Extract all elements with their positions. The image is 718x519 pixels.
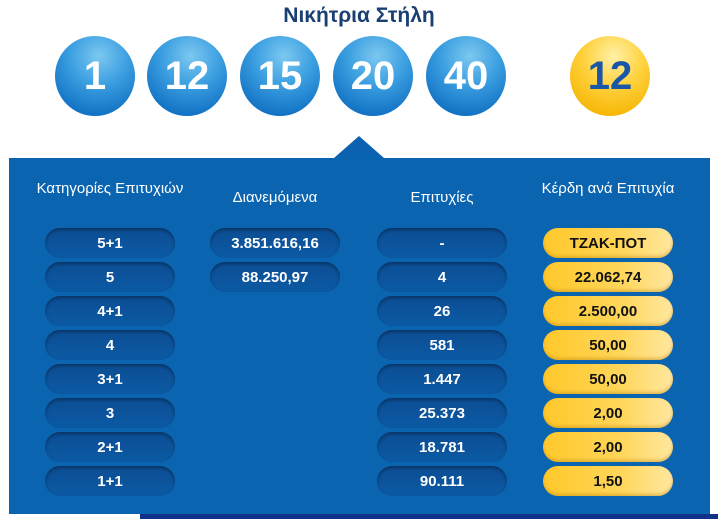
cell-prize: 2.500,00 <box>543 296 673 326</box>
cell-prize: 1,50 <box>543 466 673 496</box>
cell-winners: - <box>377 228 507 258</box>
pointer-arrow <box>334 136 384 158</box>
number-ball: 12 <box>147 36 227 116</box>
cell-category: 5+1 <box>45 228 175 258</box>
cell-category: 2+1 <box>45 432 175 462</box>
cell-winners: 581 <box>377 330 507 360</box>
header-prize: Κέρδη ανά Επιτυχία <box>541 180 675 197</box>
winning-column-title: Νικήτρια Στήλη <box>283 4 435 27</box>
cell-winners: 26 <box>377 296 507 326</box>
number-ball: 1 <box>55 36 135 116</box>
cell-prize: 50,00 <box>543 364 673 394</box>
cell-winners: 1.447 <box>377 364 507 394</box>
cell-category: 4 <box>45 330 175 360</box>
cell-category: 3 <box>45 398 175 428</box>
cell-winners: 90.111 <box>377 466 507 496</box>
cell-prize: ΤΖΑΚ-ΠΟΤ <box>543 228 673 258</box>
cell-prize: 2,00 <box>543 398 673 428</box>
cell-distributed: 3.851.616,16 <box>210 228 340 258</box>
cell-category: 4+1 <box>45 296 175 326</box>
number-ball: 40 <box>426 36 506 116</box>
cell-distributed: 88.250,97 <box>210 262 340 292</box>
cell-category: 5 <box>45 262 175 292</box>
cell-winners: 18.781 <box>377 432 507 462</box>
cell-winners: 25.373 <box>377 398 507 428</box>
cell-winners: 4 <box>377 262 507 292</box>
bottom-strip <box>140 514 718 519</box>
header-distributed: Διανεμόμενα <box>232 189 318 206</box>
number-ball: 15 <box>240 36 320 116</box>
header-category: Κατηγορίες Επιτυχιών <box>36 180 184 197</box>
number-ball: 20 <box>333 36 413 116</box>
cell-prize: 22.062,74 <box>543 262 673 292</box>
header-winners: Επιτυχίες <box>410 189 474 206</box>
cell-category: 1+1 <box>45 466 175 496</box>
cell-prize: 50,00 <box>543 330 673 360</box>
cell-prize: 2,00 <box>543 432 673 462</box>
joker-ball: 12 <box>570 36 650 116</box>
cell-category: 3+1 <box>45 364 175 394</box>
